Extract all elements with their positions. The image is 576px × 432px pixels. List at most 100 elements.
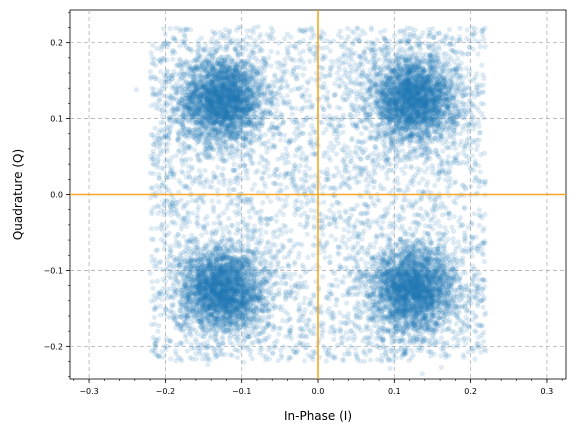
scatter-point (205, 82, 211, 88)
scatter-point (206, 118, 212, 124)
scatter-point (224, 99, 230, 105)
scatter-point (232, 79, 239, 85)
scatter-point (211, 86, 217, 92)
scatter-point (218, 124, 224, 131)
scatter-point (194, 94, 200, 100)
scatter-point (228, 117, 235, 123)
scatter-point (203, 108, 209, 115)
scatter-point (222, 93, 228, 100)
scatter-point (248, 113, 254, 119)
scatter-point (233, 66, 240, 72)
scatter-point (259, 77, 266, 83)
scatter-point (188, 115, 194, 121)
scatter-point (209, 115, 215, 121)
scatter-point (210, 93, 216, 99)
scatter-point (231, 98, 237, 104)
scatter-point (194, 126, 200, 132)
scatter-point (226, 109, 232, 115)
scatter-point (218, 96, 224, 102)
scatter-point (231, 96, 237, 102)
scatter-point (183, 79, 190, 85)
scatter-point (215, 104, 222, 110)
scatter-point (231, 74, 237, 80)
scatter-point (191, 73, 197, 80)
scatter-point (208, 80, 215, 86)
scatter-point (226, 98, 232, 104)
scatter-point (236, 77, 242, 83)
scatter-point (201, 102, 207, 108)
scatter-point (441, 101, 447, 107)
scatter-point (230, 112, 237, 119)
scatter-point (252, 66, 258, 72)
scatter-point (226, 69, 232, 76)
scatter-point (194, 105, 200, 111)
scatter-point (225, 133, 232, 139)
scatter-point (246, 103, 252, 109)
scatter-point (235, 96, 242, 103)
scatter-point (246, 87, 253, 93)
scatter-point (243, 106, 249, 112)
scatter-point (200, 91, 206, 97)
scatter-point (179, 89, 185, 95)
scatter-point (212, 105, 218, 111)
scatter-point (233, 104, 240, 110)
scatter-point (224, 95, 230, 102)
scatter-point (234, 94, 240, 101)
scatter-point (284, 93, 290, 99)
scatter-point (133, 86, 139, 93)
scatter-point (236, 133, 242, 140)
scatter-point (250, 89, 256, 95)
scatter-point (197, 84, 203, 91)
scatter-point (219, 96, 225, 102)
scatter-point (216, 97, 222, 103)
scatter-point (227, 121, 233, 127)
scatter-point (213, 107, 220, 113)
scatter-point (258, 92, 264, 98)
scatter-point (233, 106, 240, 113)
scatter-point (231, 111, 237, 117)
scatter-point (213, 114, 219, 120)
scatter-point (240, 106, 246, 112)
scatter-point (207, 80, 213, 86)
scatter-points (133, 24, 489, 377)
scatter-point (210, 121, 216, 127)
scatter-point (209, 88, 215, 95)
scatter-point (238, 71, 244, 77)
scatter-point (218, 68, 224, 74)
scatter-point (213, 105, 220, 111)
scatter-point (212, 122, 218, 128)
scatter-point (382, 85, 388, 91)
scatter-point (243, 76, 250, 82)
scatter-point (394, 112, 401, 118)
scatter-point (253, 55, 259, 61)
scatter-point (197, 134, 203, 140)
scatter-point (187, 92, 193, 99)
scatter-point (217, 61, 223, 67)
scatter-point (226, 133, 232, 139)
scatter-point (180, 88, 186, 94)
scatter-point (191, 110, 198, 117)
scatter-point (250, 82, 256, 88)
scatter-point (248, 64, 254, 70)
scatter-point (192, 97, 198, 103)
scatter-point (213, 75, 219, 81)
scatter-point (250, 67, 256, 74)
scatter-point (218, 114, 225, 120)
scatter-point (269, 93, 275, 99)
scatter-point (222, 96, 228, 102)
scatter-point (229, 81, 236, 87)
scatter-point (201, 122, 207, 128)
scatter-point (189, 112, 195, 119)
scatter-point (211, 81, 217, 88)
scatter-point (229, 87, 235, 93)
scatter-point (179, 97, 185, 103)
scatter-point (191, 68, 197, 74)
scatter-point (203, 68, 209, 74)
scatter-point (260, 84, 266, 90)
scatter-point (237, 122, 243, 128)
scatter-point (391, 33, 397, 39)
scatter-point (216, 103, 222, 109)
scatter-point (246, 114, 252, 120)
scatter-point (216, 98, 222, 105)
